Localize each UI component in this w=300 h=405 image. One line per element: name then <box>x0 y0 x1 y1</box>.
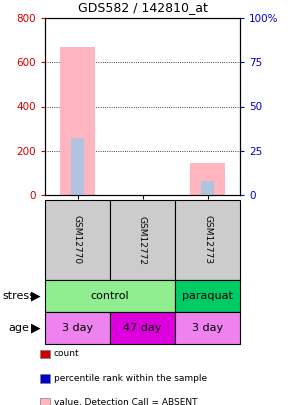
Text: GSM12773: GSM12773 <box>203 215 212 264</box>
Text: GSM12770: GSM12770 <box>73 215 82 264</box>
Text: 3 day: 3 day <box>192 323 223 333</box>
Bar <box>201 181 214 195</box>
Bar <box>190 163 225 195</box>
Text: percentile rank within the sample: percentile rank within the sample <box>54 374 207 383</box>
Bar <box>60 47 95 195</box>
Text: ▶: ▶ <box>31 290 40 303</box>
Text: GSM12772: GSM12772 <box>138 215 147 264</box>
Text: 3 day: 3 day <box>62 323 93 333</box>
Text: 47 day: 47 day <box>123 323 162 333</box>
Title: GDS582 / 142810_at: GDS582 / 142810_at <box>78 1 207 14</box>
Text: paraquat: paraquat <box>182 291 233 301</box>
Text: count: count <box>54 350 80 358</box>
Text: stress: stress <box>2 291 35 301</box>
Text: age: age <box>8 323 29 333</box>
Text: value, Detection Call = ABSENT: value, Detection Call = ABSENT <box>54 398 197 405</box>
Bar <box>71 139 84 195</box>
Text: control: control <box>91 291 129 301</box>
Text: ▶: ▶ <box>31 322 40 335</box>
